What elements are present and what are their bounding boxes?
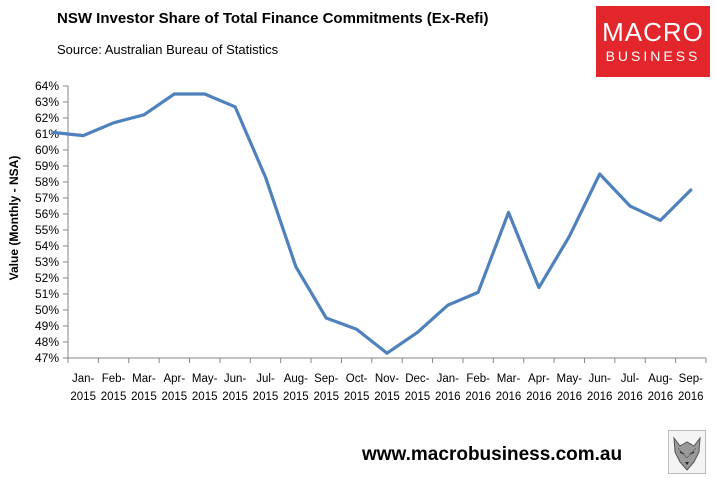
series-line [51,92,693,355]
chart-source: Source: Australian Bureau of Statistics [57,42,279,57]
x-tick-label-year: 2015 [374,391,400,403]
y-tick-label: 56% [35,207,59,221]
chart-title: NSW Investor Share of Total Finance Comm… [57,10,489,27]
x-tick-label: Apr- [163,373,185,385]
x-tick-label: Sep- [679,373,703,385]
x-tick-label-year: 2015 [101,391,127,403]
x-tick-label: Sep- [314,373,338,385]
x-tick-label: Jul- [621,373,640,385]
x-tick-label-year: 2016 [435,391,461,403]
y-tick-label: 61% [35,127,59,141]
x-tick-label-year: 2015 [192,391,218,403]
chart-axes [67,86,706,359]
x-tick-label: Jun- [224,373,247,385]
y-tick-label: 58% [35,175,59,189]
x-tick-label-year: 2016 [678,391,704,403]
x-tick-label: Feb- [466,373,490,385]
x-tick-label-year: 2016 [526,391,552,403]
y-tick-label: 52% [35,271,59,285]
y-tick-label: 47% [35,351,59,365]
y-tick-label: 48% [35,335,59,349]
x-tick-label: Feb- [102,373,126,385]
y-tick-label: 53% [35,255,59,269]
y-tick-label: 57% [35,191,59,205]
x-tick-label-year: 2016 [556,391,582,403]
macrobusiness-logo: MACRO BUSINESS [596,6,710,77]
logo-text-macro: MACRO [602,17,704,47]
x-tick-label-year: 2016 [587,391,613,403]
x-tick-label: Dec- [405,373,429,385]
y-tick-label: 54% [35,239,59,253]
x-tick-label: Mar- [497,373,521,385]
x-tick-label-year: 2015 [253,391,279,403]
x-tick-label: Apr- [528,373,550,385]
y-axis-ticks: 47% 48% 49% 50% 51% 52% 53% 54% 55% 56% 57% 58% 59% 6… [35,79,68,365]
x-tick-label-year: 2015 [222,391,248,403]
x-tick-label-year: 2016 [617,391,643,403]
x-tick-label-year: 2015 [344,391,370,403]
x-tick-label-year: 2015 [162,391,188,403]
x-tick-label-year: 2015 [70,391,96,403]
y-tick-label: 50% [35,303,59,317]
footer-url: www.macrobusiness.com.au [362,444,623,465]
y-tick-label: 62% [35,111,59,125]
y-tick-label: 63% [35,95,59,109]
x-tick-label: Aug- [284,373,308,385]
x-tick-label: Jun- [588,373,611,385]
x-tick-label: Jan- [72,373,95,385]
x-tick-label-year: 2016 [465,391,491,403]
y-tick-label: 55% [35,223,59,237]
logo-text-business: BUSINESS [605,48,701,64]
x-tick-label-year: 2016 [496,391,522,403]
x-tick-label: Jan- [437,373,460,385]
x-tick-label-year: 2016 [648,391,674,403]
y-tick-label: 49% [35,319,59,333]
x-tick-label-year: 2015 [313,391,339,403]
x-axis-ticks: Jan- 2015 Feb- 2015 Mar- 2015 Apr- 2015 May- 2015… [67,358,707,403]
y-tick-label: 51% [35,287,59,301]
x-tick-label: Aug- [648,373,672,385]
y-tick-label: 60% [35,143,59,157]
x-tick-label-year: 2015 [283,391,309,403]
y-tick-label: 59% [35,159,59,173]
x-tick-label: May- [557,373,583,385]
x-tick-label: Oct- [346,373,368,385]
x-tick-label: Nov- [375,373,399,385]
x-tick-label: Jul- [256,373,275,385]
x-tick-label-year: 2015 [131,391,157,403]
plot-area [51,92,693,355]
y-tick-label: 64% [35,79,59,93]
wolf-mascot-icon [668,430,706,474]
x-tick-label-year: 2015 [405,391,431,403]
x-tick-label: Mar- [132,373,156,385]
x-tick-label: May- [192,373,218,385]
